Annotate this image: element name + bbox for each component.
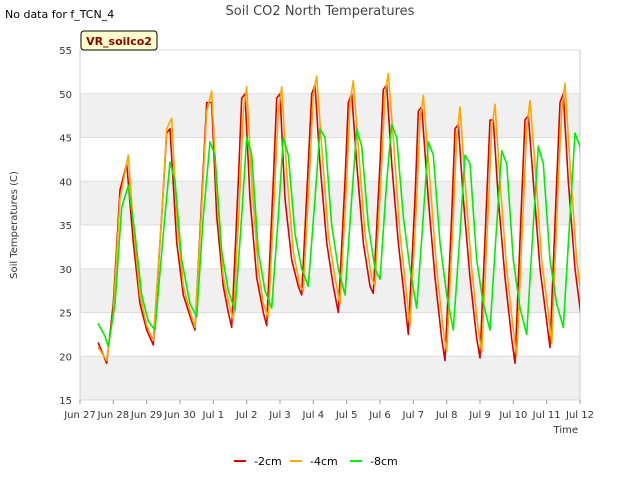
- y-tick-label: 55: [59, 46, 72, 57]
- x-axis-title: Time: [553, 425, 578, 436]
- x-tick-label: Jul 2: [235, 410, 258, 421]
- no-data-note: No data for f_TCN_4: [5, 8, 114, 21]
- station-label: VR_soilco2: [86, 35, 152, 48]
- x-tick-label: Jul 8: [435, 410, 458, 421]
- x-tick-label: Jun 28: [97, 410, 130, 421]
- x-tick-label: Jul 11: [532, 410, 561, 421]
- x-tick-label: Jul 7: [402, 410, 425, 421]
- y-axis-title: Soil Temperatures (C): [9, 171, 20, 279]
- x-tick-label: Jun 29: [130, 410, 163, 421]
- x-tick-label: Jul 3: [268, 410, 291, 421]
- legend-label: -4cm: [310, 455, 338, 468]
- y-axis: 15 20 25 30 35 40 45 50 55: [59, 46, 72, 407]
- series-layer: [97, 72, 580, 365]
- plot-bands: [80, 93, 580, 400]
- x-tick-label: Jul 9: [468, 410, 491, 421]
- plot-band: [80, 268, 580, 313]
- station-badge: [80, 30, 158, 51]
- legend-label: -2cm: [254, 455, 282, 468]
- y-tick-label: 45: [59, 134, 72, 145]
- y-tick-label: 50: [59, 90, 72, 101]
- x-tick-label: Jul 6: [368, 410, 391, 421]
- x-tick-label: Jul 12: [565, 410, 594, 421]
- legend: -2cm -4cm -8cm: [234, 455, 398, 468]
- plot-band: [80, 356, 580, 400]
- x-axis: Jun 27 Jun 28 Jun 29 Jun 30 Jul 1 Jul 2 Jul 3 J…: [63, 400, 594, 421]
- x-tick-label: Jul 4: [302, 410, 325, 421]
- y-tick-label: 20: [59, 352, 72, 363]
- plot-band: [80, 93, 580, 138]
- y-tick-label: 30: [59, 265, 72, 276]
- x-tick-label: Jul 1: [202, 410, 225, 421]
- chart-title: Soil CO2 North Temperatures: [226, 4, 415, 19]
- legend-label: -8cm: [370, 455, 398, 468]
- y-tick-label: 35: [59, 221, 72, 232]
- y-tick-label: 40: [59, 177, 72, 188]
- series-line-minus-8cm: [97, 123, 580, 348]
- x-tick-label: Jul 5: [335, 410, 358, 421]
- series-line-minus-4cm: [97, 72, 580, 362]
- x-tick-label: Jun 27: [63, 410, 96, 421]
- y-tick-label: 25: [59, 309, 72, 320]
- y-tick-label: 15: [59, 396, 72, 407]
- x-tick-label: Jun 30: [163, 410, 196, 421]
- x-tick-label: Jul 10: [498, 410, 527, 421]
